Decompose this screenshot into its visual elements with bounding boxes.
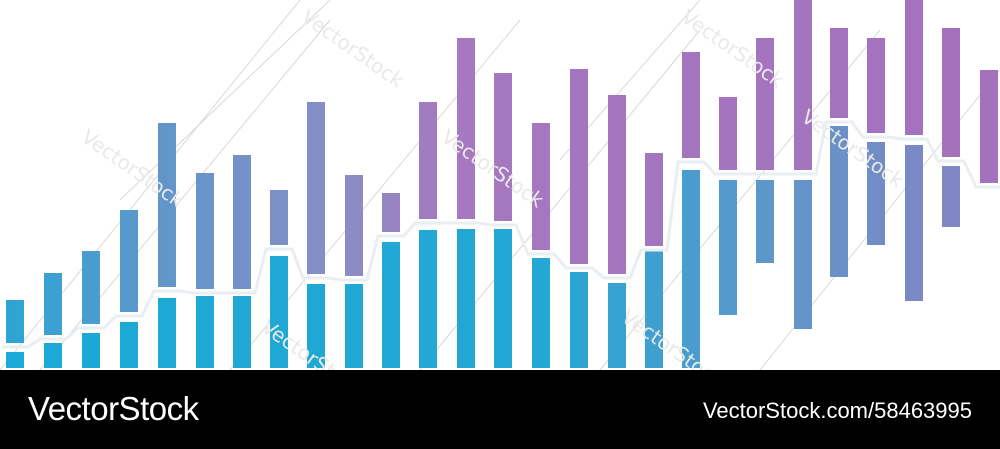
upper-bar (158, 123, 176, 287)
lower-bar (494, 229, 512, 368)
upper-bar (719, 97, 737, 170)
upper-bar (867, 38, 885, 133)
upper-bar (905, 0, 923, 135)
lower-bar (645, 250, 663, 368)
lower-bar (942, 166, 960, 227)
bar-graphic-svg: VectorStock VectorStock VectorStockVectorS… (0, 0, 1000, 370)
upper-bar (570, 69, 588, 264)
lower-bar (756, 180, 774, 263)
upper-bar (307, 102, 325, 274)
lower-bar (830, 126, 848, 277)
upper-bar (82, 251, 100, 324)
upper-bar (608, 95, 626, 274)
bar-graphic: VectorStock VectorStock VectorStock VectorS… (0, 0, 1000, 370)
upper-bar (6, 300, 24, 343)
upper-bar (830, 28, 848, 118)
brand-logo-text: VectorStock (28, 390, 199, 427)
lower-bar (794, 180, 812, 329)
watermark-text: VectorStock (797, 104, 909, 192)
upper-bar (494, 73, 512, 221)
footer-bar: VectorStock VectorStock.com/58463995 (0, 370, 1000, 449)
upper-bar (120, 210, 138, 312)
upper-bar (794, 0, 812, 170)
lower-bar (719, 180, 737, 315)
image-id-url: VectorStock.com/58463995 (702, 398, 972, 423)
bars-group (2, 0, 1000, 368)
upper-bar (382, 193, 400, 232)
upper-bar (457, 38, 475, 219)
upper-bar (233, 155, 251, 289)
upper-bar (44, 273, 62, 335)
upper-bar (645, 153, 663, 246)
upper-bar (345, 175, 363, 276)
lower-bar (532, 258, 550, 368)
upper-bar (756, 38, 774, 170)
upper-bar (942, 28, 960, 157)
lower-bar (82, 333, 100, 368)
lower-bar (233, 296, 251, 368)
upper-bar (980, 70, 998, 183)
lower-bar (120, 322, 138, 368)
lower-bar (570, 272, 588, 368)
upper-bar (270, 190, 288, 245)
lower-bar (307, 284, 325, 368)
lower-bar (682, 170, 700, 368)
lower-bar (158, 298, 176, 368)
watermark-text: VectorStock (297, 4, 409, 92)
watermark-line (119, 0, 331, 201)
watermark-text: VectorStock (617, 304, 729, 370)
lower-bar (419, 230, 437, 368)
lower-bar (345, 284, 363, 368)
lower-bar (457, 229, 475, 368)
lower-bar (44, 343, 62, 368)
step-line (2, 120, 1000, 349)
lower-bar (905, 145, 923, 301)
lower-bar (270, 256, 288, 368)
lower-bar (867, 142, 885, 245)
upper-bar (682, 52, 700, 158)
lower-bar (6, 352, 24, 368)
upper-bar (532, 123, 550, 250)
upper-bar (196, 173, 214, 289)
lower-bar (382, 242, 400, 368)
lower-bar (608, 283, 626, 368)
upper-bar (419, 102, 437, 219)
lower-bar (196, 296, 214, 368)
